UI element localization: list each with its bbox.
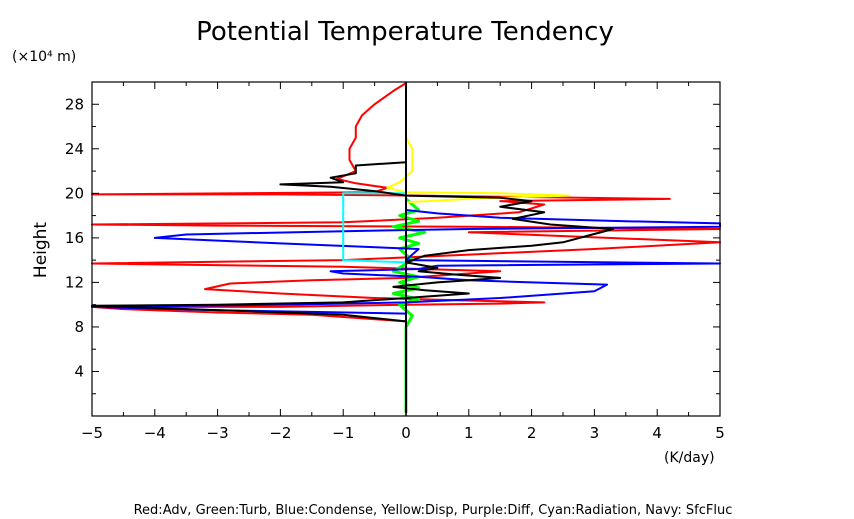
y-tick-label: 16 xyxy=(65,229,84,247)
x-tick-label: 3 xyxy=(590,424,600,442)
y-tick-label: 28 xyxy=(65,95,84,113)
x-tick-label: −2 xyxy=(269,424,291,442)
y-tick-label: 12 xyxy=(65,273,84,291)
x-tick-label: 4 xyxy=(652,424,662,442)
series-line-disp xyxy=(386,137,571,227)
x-tick-label: 1 xyxy=(464,424,474,442)
y-tick-label: 4 xyxy=(74,362,84,380)
x-tick-label: 5 xyxy=(715,424,725,442)
chart-title: Potential Temperature Tendency xyxy=(196,17,614,47)
x-tick-label: 0 xyxy=(401,424,411,442)
x-tick-label: −3 xyxy=(207,424,229,442)
legend-caption: Red:Adv, Green:Turb, Blue:Condense, Yell… xyxy=(134,503,733,518)
y-tick-label: 24 xyxy=(65,140,84,158)
x-tick-label: −1 xyxy=(332,424,354,442)
y-tick-label: 20 xyxy=(65,184,84,202)
x-axis-units: (K/day) xyxy=(664,450,715,466)
y-tick-label: 8 xyxy=(74,318,84,336)
series-line-total xyxy=(91,83,615,413)
series-layer xyxy=(91,82,721,416)
x-tick-label: 2 xyxy=(527,424,537,442)
series-line-radiation xyxy=(342,192,407,413)
y-axis-label: Height xyxy=(31,222,51,279)
x-tick-label: −5 xyxy=(81,424,103,442)
x-tick-label: −4 xyxy=(144,424,166,442)
y-axis-units: (×10⁴ m) xyxy=(12,49,76,65)
